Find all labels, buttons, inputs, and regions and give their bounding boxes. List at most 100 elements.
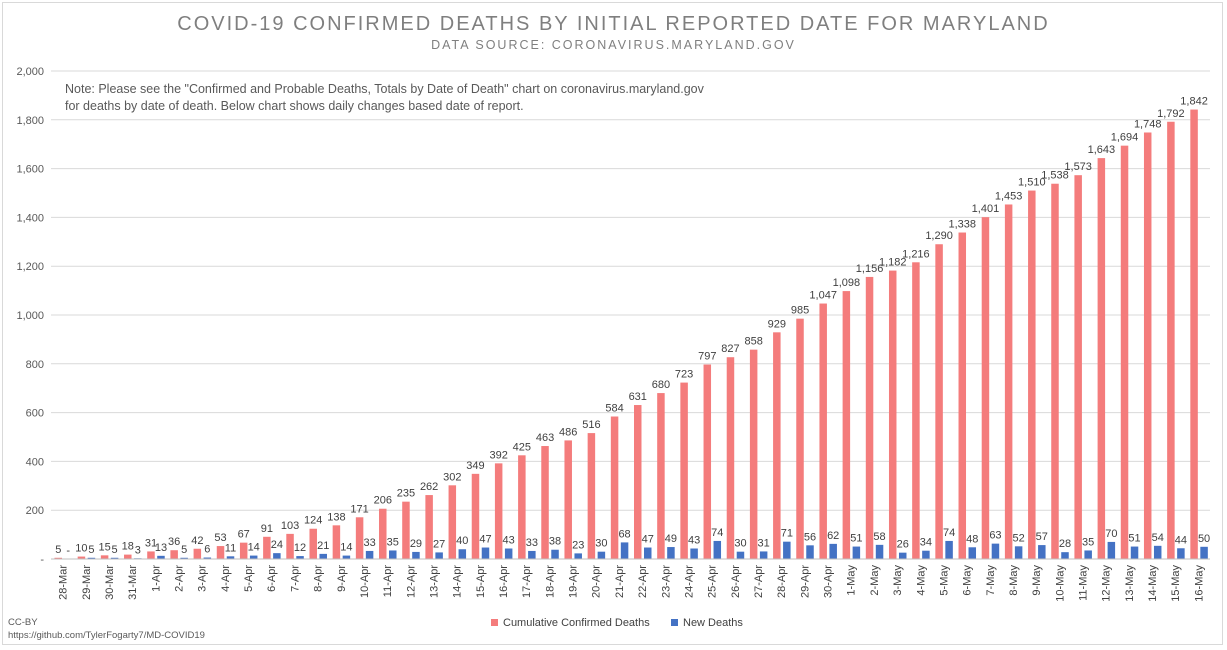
bar-cumulative [634, 405, 642, 559]
bar-cumulative [1097, 158, 1106, 559]
data-label-new-deaths: 35 [1082, 536, 1094, 548]
x-tick-label: 22-Apr [637, 565, 649, 598]
data-label-new-deaths: 74 [943, 527, 955, 539]
data-label-cumulative: 15 [98, 541, 110, 553]
bar-new-deaths [597, 551, 606, 559]
y-tick-label: 400 [26, 456, 44, 468]
data-label-new-deaths: 43 [503, 535, 515, 547]
data-label-cumulative: 486 [559, 426, 577, 438]
bar-cumulative [309, 528, 317, 559]
chart-title: COVID-19 CONFIRMED DEATHS BY INITIAL REP… [177, 13, 1050, 35]
source-url[interactable]: https://github.com/TylerFogarty7/MD-COVI… [8, 630, 205, 641]
bar-cumulative [286, 533, 294, 559]
data-label-cumulative: 171 [350, 503, 368, 515]
data-label-cumulative: 797 [698, 351, 716, 363]
data-label-cumulative: 1,216 [902, 248, 930, 260]
data-label-cumulative: 858 [744, 336, 762, 348]
data-label-new-deaths: 58 [873, 531, 885, 543]
bar-new-deaths [273, 553, 281, 559]
bar-cumulative [332, 525, 341, 559]
bar-new-deaths [620, 542, 629, 559]
data-label-new-deaths: 74 [711, 527, 723, 539]
data-label-cumulative: 349 [466, 460, 484, 472]
data-label-new-deaths: 68 [618, 528, 630, 540]
bar-cumulative [610, 416, 619, 559]
bar-cumulative [587, 433, 596, 559]
data-label-cumulative: 1,748 [1134, 118, 1162, 130]
bar-cumulative [379, 508, 387, 559]
x-tick-label: 31-Mar [127, 565, 139, 600]
bar-cumulative [425, 495, 433, 559]
bar-new-deaths [157, 555, 165, 559]
data-label-cumulative: 1,842 [1180, 96, 1208, 108]
bar-cumulative [819, 303, 827, 559]
data-label-new-deaths: 30 [734, 538, 746, 550]
bar-cumulative [657, 393, 665, 559]
bar-cumulative [193, 548, 202, 559]
bar-cumulative [703, 364, 712, 559]
bars [54, 109, 1208, 560]
bar-cumulative [216, 546, 225, 559]
data-label-new-deaths: 34 [920, 537, 932, 549]
bar-new-deaths [319, 553, 327, 559]
data-label-new-deaths: 38 [549, 536, 561, 548]
data-label-new-deaths: 12 [294, 542, 306, 554]
x-tick-label: 29-Apr [799, 565, 811, 598]
bar-cumulative [935, 244, 943, 560]
bar-cumulative [1190, 109, 1198, 559]
bar-cumulative [1143, 132, 1152, 559]
x-tick-label: 29-Mar [81, 565, 93, 600]
bar-new-deaths [389, 550, 397, 559]
data-label-new-deaths: 47 [479, 534, 491, 546]
note-line-2: for deaths by date of death. Below chart… [65, 99, 524, 113]
bar-cumulative [77, 556, 86, 559]
data-label-cumulative: 10 [75, 543, 87, 555]
bar-cumulative [494, 463, 503, 559]
data-label-cumulative: 42 [191, 535, 203, 547]
x-tick-label: 5-May [938, 565, 950, 596]
x-tick-label: 9-May [1031, 565, 1043, 596]
data-label-new-deaths: 40 [456, 535, 468, 547]
x-tick-label: 1-Apr [150, 565, 162, 592]
bar-cumulative [1074, 175, 1082, 560]
x-tick-label: 9-Apr [336, 565, 348, 592]
bar-new-deaths [783, 541, 791, 559]
data-label-new-deaths: 48 [966, 533, 978, 545]
data-label-new-deaths: 30 [595, 538, 607, 550]
bar-cumulative [1120, 145, 1129, 559]
bar-cumulative [1167, 121, 1175, 559]
data-label-new-deaths: 52 [1013, 532, 1025, 544]
bar-cumulative [355, 517, 364, 559]
bar-cumulative [541, 446, 549, 559]
legend-label-cumulative: Cumulative Confirmed Deaths [503, 617, 650, 629]
data-label-new-deaths: 6 [204, 544, 210, 556]
x-tick-label: 12-Apr [405, 565, 417, 598]
data-label-cumulative: 5 [55, 544, 61, 556]
data-label-cumulative: 1,694 [1111, 132, 1139, 144]
bar-new-deaths [1153, 545, 1162, 559]
y-tick-label: - [40, 554, 44, 566]
x-tick-label: 10-Apr [359, 565, 371, 598]
data-label-cumulative: 124 [304, 515, 322, 527]
bar-cumulative [263, 536, 271, 559]
bar-new-deaths [1130, 546, 1139, 559]
bar-new-deaths [829, 543, 837, 559]
bar-new-deaths [551, 549, 559, 559]
bar-cumulative [239, 542, 248, 559]
x-tick-label: 1-May [846, 565, 858, 596]
bar-cumulative [981, 217, 990, 559]
data-label-new-deaths: 33 [526, 537, 538, 549]
data-label-new-deaths: 33 [363, 537, 375, 549]
bar-cumulative [958, 232, 967, 559]
bar-cumulative [564, 440, 572, 559]
data-label-new-deaths: 63 [989, 530, 1001, 542]
bar-new-deaths [898, 552, 907, 559]
bar-cumulative [448, 485, 457, 559]
x-tick-label: 3-Apr [197, 565, 209, 592]
bar-new-deaths [991, 543, 1000, 559]
bar-cumulative [170, 550, 178, 559]
data-label-cumulative: 91 [261, 523, 273, 535]
data-label-new-deaths: 28 [1059, 538, 1071, 550]
x-tick-label: 5-Apr [243, 565, 255, 592]
